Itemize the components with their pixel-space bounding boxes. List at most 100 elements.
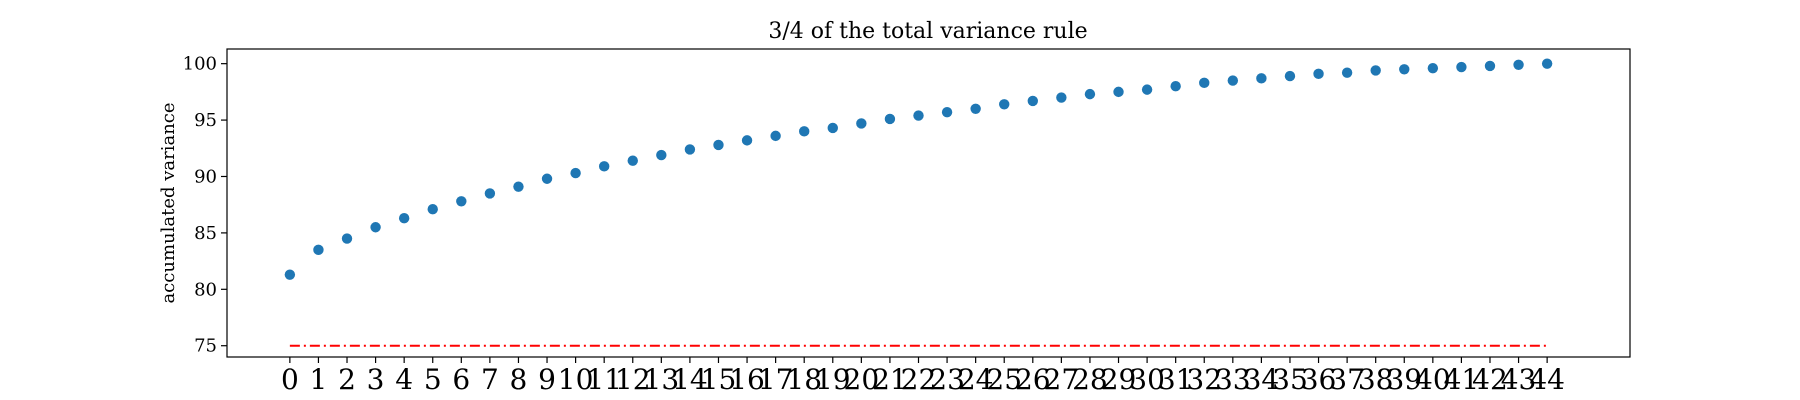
data-point (313, 244, 324, 256)
data-point (1513, 59, 1524, 70)
data-point (1427, 62, 1439, 74)
x-tick-label: 0 (281, 363, 299, 396)
data-point (856, 118, 867, 129)
data-point (284, 269, 296, 280)
x-tick-label: 12 (615, 363, 651, 396)
x-tick-label: 11 (586, 363, 622, 396)
x-tick-label: 41 (1444, 363, 1480, 396)
data-point (656, 149, 667, 161)
x-tick-label: 10 (558, 363, 594, 396)
data-point (370, 222, 381, 233)
y-tick-label: 100 (183, 54, 217, 75)
x-tick-label: 25 (986, 363, 1022, 396)
data-point (513, 181, 524, 192)
y-tick-label: 95 (194, 110, 217, 131)
data-point (1027, 95, 1038, 107)
data-point (427, 204, 438, 215)
y-tick-label: 85 (194, 223, 217, 244)
x-tick-label: 32 (1186, 363, 1222, 396)
data-point (627, 155, 638, 166)
x-axis-ticks: 0 1 2 3 4 5 6 7 8 9 101112131415161718192021222324… (281, 357, 1565, 396)
data-point (1313, 68, 1324, 80)
data-point (456, 196, 467, 207)
x-tick-label: 3 (367, 363, 385, 396)
x-tick-label: 44 (1529, 363, 1565, 396)
x-tick-label: 28 (1072, 363, 1108, 396)
x-tick-label: 24 (958, 363, 994, 396)
data-point (999, 99, 1010, 110)
x-tick-label: 43 (1501, 363, 1537, 396)
data-point (1227, 75, 1239, 86)
x-tick-label: 4 (395, 363, 413, 396)
x-tick-label: 2 (338, 363, 356, 396)
x-tick-label: 20 (844, 363, 880, 396)
x-tick-label: 8 (510, 363, 528, 396)
data-point (1113, 86, 1124, 98)
x-tick-label: 31 (1158, 363, 1194, 396)
x-tick-label: 35 (1272, 363, 1308, 396)
x-tick-label: 17 (758, 363, 794, 396)
data-point (970, 103, 981, 114)
x-tick-label: 29 (1101, 363, 1137, 396)
plot-frame (226, 48, 1631, 358)
x-tick-label: 39 (1386, 363, 1422, 396)
data-point (713, 139, 724, 151)
data-point (1199, 77, 1210, 89)
x-tick-label: 37 (1329, 363, 1365, 396)
data-point (1399, 64, 1410, 75)
x-tick-label: 6 (452, 363, 470, 396)
data-point (1541, 58, 1553, 69)
data-point (1341, 67, 1353, 78)
x-tick-label: 33 (1215, 363, 1251, 396)
data-point (1256, 73, 1267, 84)
data-point (398, 213, 410, 224)
x-tick-label: 38 (1358, 363, 1394, 396)
x-tick-label: 22 (901, 363, 937, 396)
x-tick-label: 19 (815, 363, 851, 396)
x-tick-label: 36 (1301, 363, 1337, 396)
x-tick-label: 16 (729, 363, 765, 396)
y-tick-label: 80 (194, 279, 217, 300)
x-tick-label: 7 (481, 363, 499, 396)
x-tick-label: 42 (1472, 363, 1508, 396)
data-point (598, 161, 610, 172)
x-tick-label: 27 (1044, 363, 1080, 396)
chart-title: 3/4 of the total variance rule (768, 19, 1087, 44)
x-tick-label: 23 (929, 363, 965, 396)
data-points (284, 58, 1553, 280)
data-point (941, 106, 953, 118)
data-point (341, 233, 353, 244)
data-point (1484, 60, 1496, 72)
x-tick-label: 1 (310, 363, 328, 396)
y-axis-label: accumulated variance (158, 102, 179, 303)
data-point (1056, 92, 1067, 103)
data-point (684, 144, 696, 155)
x-tick-label: 21 (872, 363, 908, 396)
x-tick-label: 14 (672, 363, 708, 396)
data-point (1170, 81, 1181, 92)
data-point (1141, 84, 1153, 95)
x-tick-label: 34 (1244, 363, 1280, 396)
data-point (1370, 65, 1381, 76)
data-point (1084, 88, 1096, 100)
data-point (484, 188, 496, 199)
data-point (799, 126, 810, 137)
x-tick-label: 15 (701, 363, 737, 396)
data-point (1456, 61, 1467, 73)
y-tick-label: 90 (194, 166, 217, 187)
data-point (1284, 70, 1296, 82)
data-point (884, 113, 896, 125)
x-tick-label: 18 (786, 363, 822, 396)
y-tick-label: 75 (194, 336, 217, 357)
x-tick-label: 40 (1415, 363, 1451, 396)
data-point (770, 130, 781, 142)
y-axis-ticks: 75 80 85 90 95 100 (183, 54, 227, 357)
data-point (913, 110, 924, 121)
data-point (541, 173, 553, 184)
data-point (741, 135, 753, 146)
data-point (827, 122, 838, 134)
data-point (570, 167, 581, 179)
x-tick-label: 26 (1015, 363, 1051, 396)
x-tick-label: 5 (424, 363, 442, 396)
